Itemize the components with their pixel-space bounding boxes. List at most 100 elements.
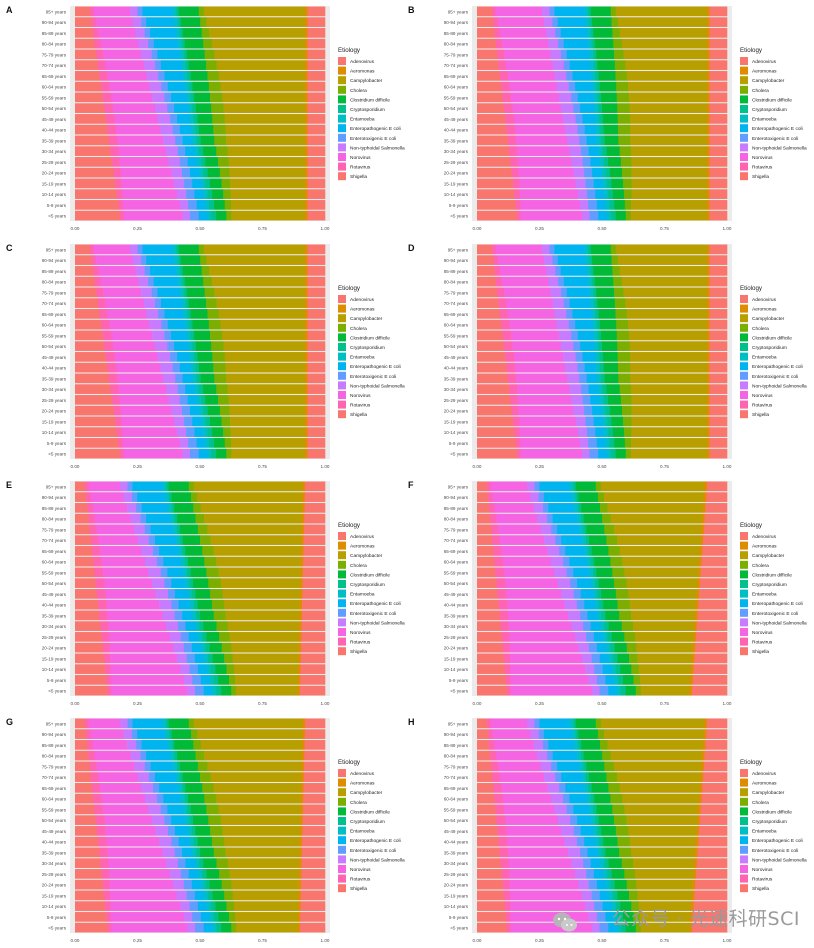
bar-segment	[502, 642, 510, 653]
bar-segment	[118, 438, 124, 448]
bar-segment	[75, 427, 118, 437]
bar-segment	[180, 869, 189, 879]
bar-segment	[599, 653, 610, 664]
bar-segment	[477, 373, 509, 384]
bar-segment	[557, 761, 580, 772]
bar-segment	[599, 685, 609, 696]
bar-segment	[615, 6, 708, 17]
bar-segment	[709, 405, 728, 416]
bar-segment	[509, 890, 583, 901]
bar-segment	[197, 836, 213, 847]
bar-segment	[136, 740, 142, 750]
bar-segment	[697, 610, 728, 621]
bar-segment	[140, 750, 147, 761]
bar-segment	[178, 244, 200, 255]
bar-segment	[561, 772, 583, 782]
bar-segment	[192, 912, 202, 922]
bar-segment	[585, 772, 590, 782]
bar-segment	[633, 621, 695, 631]
bar-segment	[614, 879, 628, 890]
legend-key	[740, 817, 748, 825]
bar-segment	[227, 146, 306, 156]
bar-segment	[514, 427, 521, 437]
bar-segment	[581, 503, 601, 513]
y-tick-label: 65-69 years	[444, 74, 469, 79]
bar-segment	[477, 244, 493, 255]
bar-segment	[221, 879, 232, 890]
bar-segment	[560, 341, 574, 351]
bar-segment	[213, 362, 226, 373]
bar-segment	[699, 578, 728, 588]
legend-key	[740, 381, 748, 390]
bar-segment	[185, 298, 190, 308]
bar-segment	[628, 826, 697, 836]
bar-segment	[626, 71, 708, 81]
legend-key	[338, 371, 346, 380]
bar-segment	[707, 330, 710, 341]
bar-segment	[704, 513, 728, 524]
bar-segment	[198, 384, 204, 394]
bar-segment	[477, 405, 513, 416]
legend-label: Non-typhoidal Salmonella	[752, 145, 807, 151]
bar-segment	[187, 567, 191, 578]
bar-segment	[477, 384, 510, 394]
bar-segment	[212, 114, 226, 124]
bar-segment	[200, 255, 207, 265]
bar-segment	[222, 92, 306, 103]
bar-segment	[203, 685, 213, 696]
bar-segment	[151, 287, 158, 298]
bar-segment	[491, 761, 499, 772]
legend-label: Cholera	[752, 800, 769, 806]
plot-background	[70, 244, 330, 459]
bar-segment	[623, 287, 708, 298]
bar-segment	[595, 578, 600, 588]
bar-segment	[596, 287, 615, 298]
bar-segment	[707, 718, 728, 729]
bar-segment	[146, 513, 171, 524]
bar-segment	[208, 81, 221, 92]
bar-segment	[610, 879, 615, 890]
bar-segment	[182, 535, 201, 545]
bar-segment	[209, 28, 306, 38]
bar-segment	[75, 298, 99, 308]
bar-segment	[299, 847, 303, 858]
y-tick-label: 20-24 years	[444, 171, 469, 176]
bar-segment	[209, 200, 215, 210]
bar-segment	[565, 124, 578, 135]
bar-segment	[224, 653, 234, 664]
bar-segment	[164, 309, 184, 319]
bar-segment	[214, 438, 226, 448]
bar-segment	[112, 341, 156, 351]
bar-segment	[599, 124, 605, 135]
bar-segment	[621, 405, 632, 416]
bar-segment	[98, 535, 139, 545]
y-tick-label: 25-29 years	[444, 398, 469, 403]
bar-segment	[120, 448, 125, 459]
bar-segment	[571, 858, 584, 868]
bar-segment	[212, 890, 225, 901]
bar-segment	[607, 448, 612, 459]
bar-segment	[214, 373, 227, 384]
y-tick-label: 70-74 years	[444, 63, 469, 68]
bar-segment	[190, 448, 200, 459]
bar-segment	[699, 546, 703, 556]
bar-segment	[583, 750, 603, 761]
y-tick-label: 80-84 years	[444, 42, 469, 47]
y-tick-label: 5-9 years	[47, 441, 67, 446]
bar-segment	[598, 210, 608, 221]
y-tick-label: 25-29 years	[444, 872, 469, 877]
bar-segment	[185, 578, 190, 588]
legend-key	[338, 295, 346, 303]
bar-segment	[477, 6, 493, 17]
bar-segment	[190, 330, 195, 341]
bar-segment	[75, 610, 100, 621]
y-tick-label: 35-39 years	[444, 850, 469, 855]
bar-segment	[301, 513, 305, 524]
bar-segment	[235, 912, 299, 922]
legend-label: Cryptosporidium	[752, 819, 787, 825]
bar-segment	[477, 793, 495, 804]
bar-segment	[197, 901, 208, 911]
bar-segment	[75, 124, 108, 135]
bar-segment	[177, 384, 186, 394]
bar-segment	[199, 405, 204, 416]
